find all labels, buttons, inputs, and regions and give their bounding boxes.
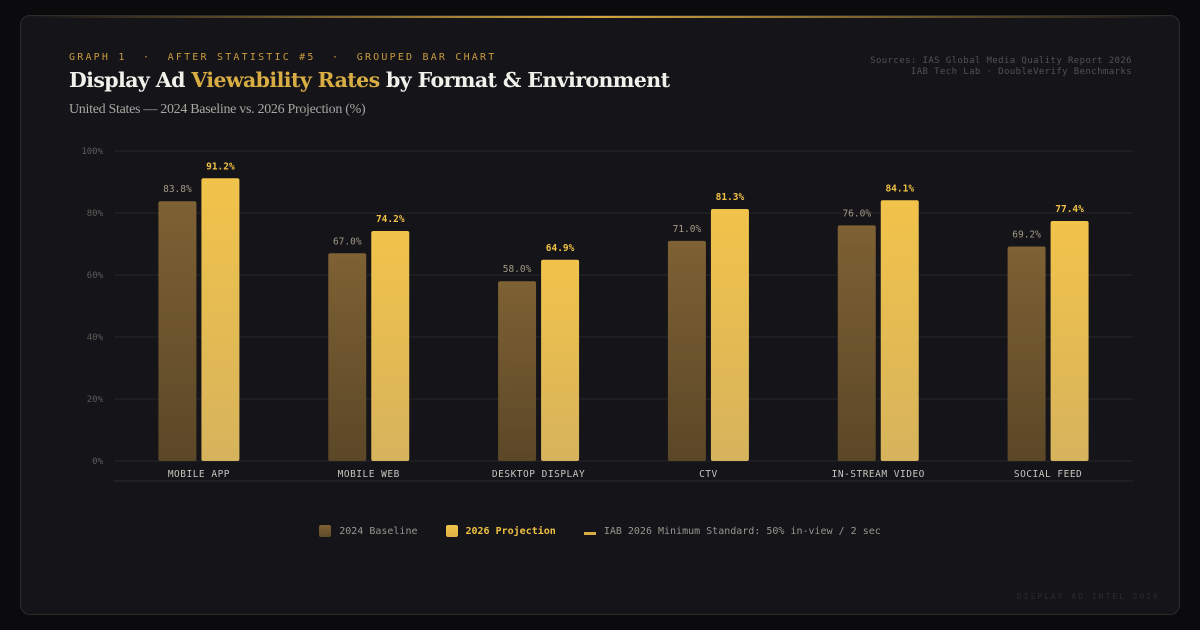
legend-standard-label: IAB 2026 Minimum Standard: 50% in-view /…	[603, 525, 881, 537]
legend-projection-swatch	[445, 525, 458, 537]
legend-baseline-swatch	[319, 525, 332, 537]
bar-baseline	[667, 240, 706, 461]
bar-projection	[201, 178, 240, 461]
data-label-projection: 64.9%	[546, 243, 575, 254]
bar-chart: 0% 20% 40% 60% 80% 100% 83.8% 91.2% MOBILE APP 67…	[81, 147, 1133, 482]
bar-baseline	[837, 225, 876, 461]
footer-watermark: DISPLAY AD INTEL 2026	[1016, 592, 1160, 601]
category-label: CTV	[699, 469, 718, 480]
bar-projection	[710, 208, 749, 461]
bar-baseline	[1007, 246, 1046, 461]
chart-eyebrow: GRAPH 1 · AFTER STATISTIC #5 · GROUPED B…	[69, 52, 497, 63]
chart-card: GRAPH 1 · AFTER STATISTIC #5 · GROUPED B…	[20, 15, 1180, 615]
category-label: IN-STREAM VIDEO	[832, 469, 925, 480]
title-suffix: by Format & Environment	[379, 68, 670, 92]
bar-baseline	[158, 201, 197, 461]
y-tick-label: 20%	[87, 395, 104, 405]
chart-title: Display Ad Viewability Rates by Format &…	[69, 68, 670, 92]
chart-subtitle: United States — 2024 Baseline vs. 2026 P…	[69, 102, 366, 117]
legend-projection: 2026 Projection	[445, 525, 556, 537]
legend-standard-line	[583, 531, 596, 535]
bar-baseline	[498, 281, 537, 461]
data-label-projection: 81.3%	[716, 192, 745, 203]
y-tick-label: 40%	[87, 333, 104, 343]
category-label: MOBILE APP	[168, 469, 230, 480]
data-label-baseline: 83.8%	[163, 184, 192, 195]
bar-projection	[1050, 221, 1089, 461]
y-tick-label: 100%	[81, 147, 103, 157]
category-label: MOBILE WEB	[338, 469, 400, 480]
category-label: DESKTOP DISPLAY	[492, 469, 585, 480]
data-label-projection: 77.4%	[1055, 204, 1084, 215]
data-label-baseline: 58.0%	[503, 264, 532, 275]
legend-standard: IAB 2026 Minimum Standard: 50% in-view /…	[583, 525, 881, 537]
bar-projection	[541, 259, 580, 461]
title-prefix: Display Ad	[69, 68, 192, 92]
y-tick-label: 80%	[87, 209, 104, 219]
bar-projection	[371, 230, 410, 461]
data-label-projection: 91.2%	[206, 161, 235, 172]
legend-baseline: 2024 Baseline	[319, 525, 418, 537]
data-label-baseline: 76.0%	[842, 208, 871, 219]
category-label: SOCIAL FEED	[1014, 469, 1082, 480]
bar-projection	[880, 200, 919, 462]
y-tick-label: 0%	[92, 457, 103, 467]
chart-legend: 2024 Baseline 2026 Projection IAB 2026 M…	[21, 525, 1179, 537]
y-tick-label: 60%	[87, 271, 104, 281]
sources-note: Sources: IAS Global Media Quality Report…	[870, 56, 1132, 78]
title-highlight: Viewability Rates	[191, 68, 380, 92]
data-label-baseline: 69.2%	[1012, 229, 1041, 240]
legend-baseline-label: 2024 Baseline	[339, 525, 418, 537]
data-label-baseline: 71.0%	[673, 224, 702, 235]
sources-line-2: IAB Tech Lab · DoubleVerify Benchmarks	[910, 67, 1132, 77]
legend-projection-label: 2026 Projection	[465, 525, 556, 537]
accent-top-line	[21, 16, 1179, 18]
data-label-projection: 74.2%	[376, 214, 405, 225]
sources-line-1: Sources: IAS Global Media Quality Report…	[870, 56, 1132, 66]
bar-baseline	[328, 253, 367, 461]
data-label-baseline: 67.0%	[333, 236, 362, 247]
data-label-projection: 84.1%	[885, 183, 914, 194]
